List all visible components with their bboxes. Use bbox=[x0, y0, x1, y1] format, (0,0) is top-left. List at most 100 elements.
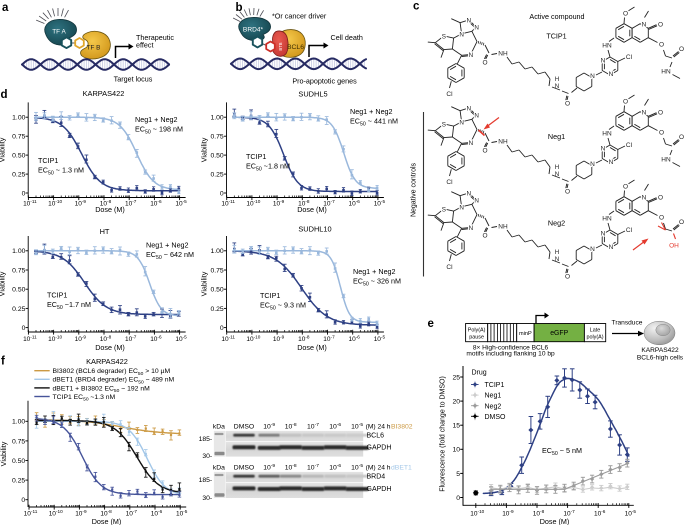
svg-text:N: N bbox=[555, 256, 559, 263]
svg-text:S: S bbox=[442, 121, 446, 128]
svg-text:Viability: Viability bbox=[0, 137, 7, 162]
svg-text:10-5: 10-5 bbox=[374, 334, 386, 343]
svg-text:10-6: 10-6 bbox=[329, 422, 341, 431]
svg-text:NH: NH bbox=[498, 139, 508, 146]
svg-text:10-10: 10-10 bbox=[246, 199, 260, 208]
svg-text:10-9: 10-9 bbox=[263, 422, 275, 431]
svg-text:N: N bbox=[642, 109, 647, 116]
svg-text:KARPAS422: KARPAS422 bbox=[641, 347, 679, 354]
svg-text:10-8: 10-8 bbox=[100, 199, 112, 208]
svg-text:Dose (M): Dose (M) bbox=[297, 343, 327, 352]
svg-text:10-8: 10-8 bbox=[285, 463, 297, 472]
svg-text:10-8: 10-8 bbox=[100, 334, 112, 343]
svg-text:DMSO: DMSO bbox=[485, 414, 507, 421]
svg-text:c: c bbox=[413, 1, 420, 13]
svg-text:Active compound: Active compound bbox=[529, 12, 584, 21]
svg-text:Viability: Viability bbox=[0, 441, 8, 466]
svg-text:10-8: 10-8 bbox=[298, 334, 310, 343]
svg-text:N: N bbox=[469, 52, 474, 59]
svg-text:N: N bbox=[601, 58, 606, 65]
svg-text:0.50: 0.50 bbox=[12, 153, 25, 160]
svg-text:N: N bbox=[467, 190, 472, 197]
svg-text:185-: 185- bbox=[199, 477, 213, 484]
svg-text:HN: HN bbox=[602, 43, 612, 50]
svg-text:e: e bbox=[428, 318, 434, 330]
svg-text:Dose (M): Dose (M) bbox=[540, 517, 570, 525]
svg-text:10-5: 10-5 bbox=[175, 199, 187, 208]
svg-text:1.00: 1.00 bbox=[12, 248, 25, 255]
svg-text:TCIP1: TCIP1 bbox=[38, 156, 58, 165]
svg-text:TF B: TF B bbox=[87, 45, 101, 52]
svg-text:O: O bbox=[623, 99, 628, 106]
svg-text:0.75: 0.75 bbox=[12, 134, 25, 141]
svg-text:0: 0 bbox=[220, 190, 224, 197]
svg-text:1.00: 1.00 bbox=[12, 419, 25, 426]
svg-text:10-7: 10-7 bbox=[126, 509, 138, 518]
svg-text:EC50 ~ 198 nM: EC50 ~ 198 nM bbox=[135, 125, 183, 136]
svg-text:Neg1 + Neg2: Neg1 + Neg2 bbox=[353, 267, 396, 276]
svg-text:10-6: 10-6 bbox=[329, 463, 341, 472]
svg-text:10-11: 10-11 bbox=[23, 199, 37, 208]
svg-text:10-5: 10-5 bbox=[351, 463, 363, 472]
svg-text:10-11: 10-11 bbox=[221, 334, 235, 343]
svg-text:O: O bbox=[482, 148, 487, 155]
svg-text:10-11: 10-11 bbox=[23, 334, 37, 343]
svg-text:Cl: Cl bbox=[446, 264, 453, 271]
svg-text:f: f bbox=[1, 356, 5, 368]
svg-text:0.25: 0.25 bbox=[210, 306, 223, 313]
svg-text:BCL6: BCL6 bbox=[287, 44, 304, 51]
svg-text:0.25: 0.25 bbox=[210, 171, 223, 178]
svg-text:O: O bbox=[482, 233, 487, 240]
svg-text:dBET1 + BI3802 EC50 ~ 192 nM: dBET1 + BI3802 EC50 ~ 192 nM bbox=[53, 385, 151, 394]
svg-text:0: 0 bbox=[456, 495, 460, 502]
svg-text:N: N bbox=[642, 194, 647, 201]
svg-text:1.00: 1.00 bbox=[210, 115, 223, 122]
svg-text:kDa: kDa bbox=[213, 424, 225, 431]
svg-text:N: N bbox=[555, 83, 559, 90]
svg-text:dBET1 (BRD4 degrader) EC50 ~ 4: dBET1 (BRD4 degrader) EC50 ~ 489 nM bbox=[53, 377, 175, 386]
svg-text:TCIP1: TCIP1 bbox=[260, 291, 280, 300]
svg-text:HN: HN bbox=[661, 157, 671, 164]
svg-text:0.50: 0.50 bbox=[210, 287, 223, 294]
svg-text:O: O bbox=[658, 110, 663, 117]
svg-text:Dose (M): Dose (M) bbox=[297, 205, 327, 214]
svg-text:0: 0 bbox=[21, 497, 25, 504]
svg-text:H: H bbox=[555, 249, 559, 256]
svg-text:10-10: 10-10 bbox=[48, 334, 62, 343]
svg-text:Therapeutic: Therapeutic bbox=[136, 33, 174, 42]
svg-text:0.75: 0.75 bbox=[210, 267, 223, 274]
svg-text:BRD4*: BRD4* bbox=[243, 27, 264, 34]
svg-text:EC50 ~ 441 nM: EC50 ~ 441 nM bbox=[350, 117, 398, 128]
svg-text:EC50 ~ 9.3 nM: EC50 ~ 9.3 nM bbox=[260, 301, 306, 312]
svg-text:0.75: 0.75 bbox=[12, 267, 25, 274]
svg-text:O: O bbox=[659, 42, 664, 49]
svg-text:DMSO: DMSO bbox=[234, 465, 254, 472]
svg-text:N: N bbox=[459, 31, 464, 38]
svg-text:Cl: Cl bbox=[626, 142, 633, 149]
svg-text:EC50 ~ 642 nM: EC50 ~ 642 nM bbox=[146, 250, 194, 261]
svg-text:20: 20 bbox=[452, 399, 460, 406]
svg-text:10-7: 10-7 bbox=[563, 509, 575, 518]
svg-text:0.25: 0.25 bbox=[12, 478, 25, 485]
svg-text:10-6: 10-6 bbox=[594, 509, 606, 518]
svg-text:HN: HN bbox=[602, 216, 612, 223]
svg-text:N: N bbox=[555, 171, 559, 178]
svg-text:10-5: 10-5 bbox=[351, 422, 363, 431]
svg-text:10-7: 10-7 bbox=[307, 463, 319, 472]
svg-text:eGFP: eGFP bbox=[550, 330, 568, 337]
svg-text:0: 0 bbox=[22, 190, 26, 197]
svg-text:10-11: 10-11 bbox=[24, 509, 38, 518]
svg-text:10-7: 10-7 bbox=[323, 334, 335, 343]
svg-text:b: b bbox=[236, 2, 243, 14]
svg-text:10-10: 10-10 bbox=[470, 509, 484, 518]
svg-text:N: N bbox=[474, 113, 479, 120]
svg-text:10-9: 10-9 bbox=[273, 334, 285, 343]
svg-text:5: 5 bbox=[456, 471, 460, 478]
svg-text:N: N bbox=[590, 161, 595, 168]
svg-text:10-7: 10-7 bbox=[125, 334, 137, 343]
svg-text:pause: pause bbox=[469, 335, 484, 341]
svg-text:HN: HN bbox=[602, 131, 612, 138]
svg-text:N: N bbox=[609, 159, 614, 166]
svg-text:O: O bbox=[659, 130, 664, 137]
svg-text:NH: NH bbox=[498, 51, 508, 58]
